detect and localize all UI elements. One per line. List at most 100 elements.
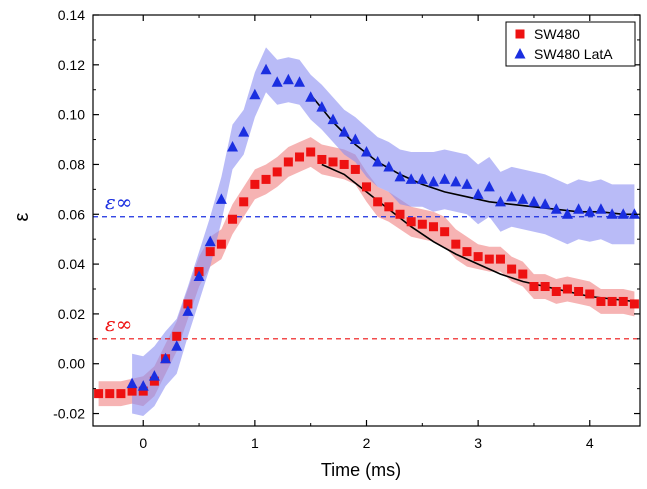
data-point-series-0 <box>239 197 249 207</box>
data-point-series-0 <box>574 286 584 296</box>
data-point-series-0 <box>428 222 438 232</box>
data-point-series-1 <box>238 126 250 137</box>
data-point-series-0 <box>328 157 338 167</box>
data-point-series-1 <box>193 270 205 282</box>
data-point-series-0 <box>529 282 539 292</box>
data-point-series-0 <box>172 331 182 341</box>
data-point-series-1 <box>126 377 138 389</box>
data-point-series-1 <box>573 203 585 214</box>
data-point-series-0 <box>272 167 282 177</box>
data-markers <box>94 63 640 399</box>
data-point-series-0 <box>384 202 394 212</box>
data-point-series-0 <box>629 299 639 309</box>
axes: -0.02 0.00 0.02 0.04 0.06 0.08 0.10 0.12 0.14 0 1 2… <box>53 7 641 451</box>
data-point-series-1 <box>227 141 239 152</box>
data-point-series-1 <box>483 180 495 192</box>
data-point-series-1 <box>249 88 261 100</box>
data-point-series-1 <box>584 205 596 217</box>
data-point-series-1 <box>617 208 629 219</box>
data-point-series-1 <box>294 76 306 87</box>
data-point-series-1 <box>383 160 395 172</box>
legend-marker-1 <box>514 48 526 59</box>
y-tick-label: 0.14 <box>58 7 85 23</box>
data-point-series-1 <box>494 195 506 207</box>
data-point-series-1 <box>561 208 573 219</box>
y-tick-label: 0.04 <box>58 256 85 272</box>
data-point-series-1 <box>137 380 149 391</box>
data-point-series-0 <box>596 296 606 306</box>
data-point-series-1 <box>461 178 473 189</box>
data-point-series-1 <box>450 175 462 187</box>
data-point-series-0 <box>183 299 193 309</box>
data-point-series-0 <box>362 182 371 192</box>
y-tick-label: 0.10 <box>58 107 85 123</box>
data-point-series-1 <box>338 126 350 137</box>
data-point-series-0 <box>518 269 528 279</box>
data-point-series-0 <box>94 389 104 399</box>
data-point-series-0 <box>395 209 405 219</box>
data-point-series-0 <box>306 147 316 157</box>
x-tick-label: 3 <box>474 435 482 451</box>
data-point-series-0 <box>484 254 494 264</box>
data-point-series-0 <box>507 264 517 274</box>
data-point-series-0 <box>205 247 215 257</box>
legend: SW480 SW480 LatA <box>505 21 636 67</box>
reference-line-label-1: ε∞ <box>105 312 132 336</box>
band-series-1 <box>132 47 635 417</box>
y-tick-label: 0.00 <box>58 356 85 372</box>
data-point-series-1 <box>182 305 194 316</box>
data-point-series-1 <box>405 173 417 184</box>
data-point-series-1 <box>606 208 618 219</box>
data-point-series-0 <box>105 389 115 399</box>
data-point-series-0 <box>618 296 628 306</box>
legend-marker-0 <box>515 29 525 39</box>
data-point-series-1 <box>282 73 294 85</box>
data-point-series-1 <box>595 203 607 214</box>
data-point-series-0 <box>149 376 159 386</box>
data-point-series-1 <box>204 235 216 247</box>
data-point-series-1 <box>171 340 183 351</box>
data-point-series-0 <box>495 254 505 264</box>
data-point-series-0 <box>116 389 126 399</box>
data-point-series-1 <box>506 190 518 202</box>
data-point-series-0 <box>551 286 561 296</box>
data-point-series-0 <box>562 284 572 294</box>
data-point-series-0 <box>607 296 617 306</box>
data-point-series-1 <box>148 370 160 381</box>
data-point-series-0 <box>473 252 483 262</box>
x-tick-label: 4 <box>586 435 594 451</box>
data-point-series-0 <box>317 154 327 164</box>
data-point-series-0 <box>451 239 461 249</box>
data-point-series-0 <box>283 157 293 167</box>
legend-box <box>505 21 636 67</box>
data-point-series-0 <box>127 386 137 396</box>
x-tick-label: 0 <box>139 435 147 451</box>
data-point-series-1 <box>550 203 562 214</box>
data-point-series-1 <box>539 198 551 209</box>
x-axis-label: Time (ms) <box>321 460 401 480</box>
data-point-series-1 <box>517 193 529 204</box>
data-point-series-1 <box>305 91 317 102</box>
data-point-series-1 <box>160 352 172 364</box>
data-point-series-0 <box>216 239 226 249</box>
y-tick-label: 0.02 <box>58 306 85 322</box>
data-point-series-1 <box>472 188 484 199</box>
y-axis-label: ε <box>11 212 33 221</box>
data-point-series-1 <box>427 175 439 187</box>
data-point-series-1 <box>349 133 361 145</box>
data-point-series-0 <box>228 214 238 224</box>
data-point-series-0 <box>373 197 383 207</box>
data-point-series-0 <box>406 217 416 227</box>
band-series-0 <box>98 137 635 407</box>
data-point-series-1 <box>260 63 272 75</box>
data-point-series-1 <box>416 173 428 184</box>
data-point-series-0 <box>261 174 271 184</box>
y-tick-label: 0.12 <box>58 57 85 73</box>
data-point-series-0 <box>339 159 349 169</box>
reference-lines: ε∞ ε∞ <box>93 190 640 340</box>
data-point-series-0 <box>350 164 360 174</box>
data-point-series-0 <box>250 179 260 189</box>
confidence-bands <box>98 47 635 417</box>
data-point-series-0 <box>417 219 427 229</box>
